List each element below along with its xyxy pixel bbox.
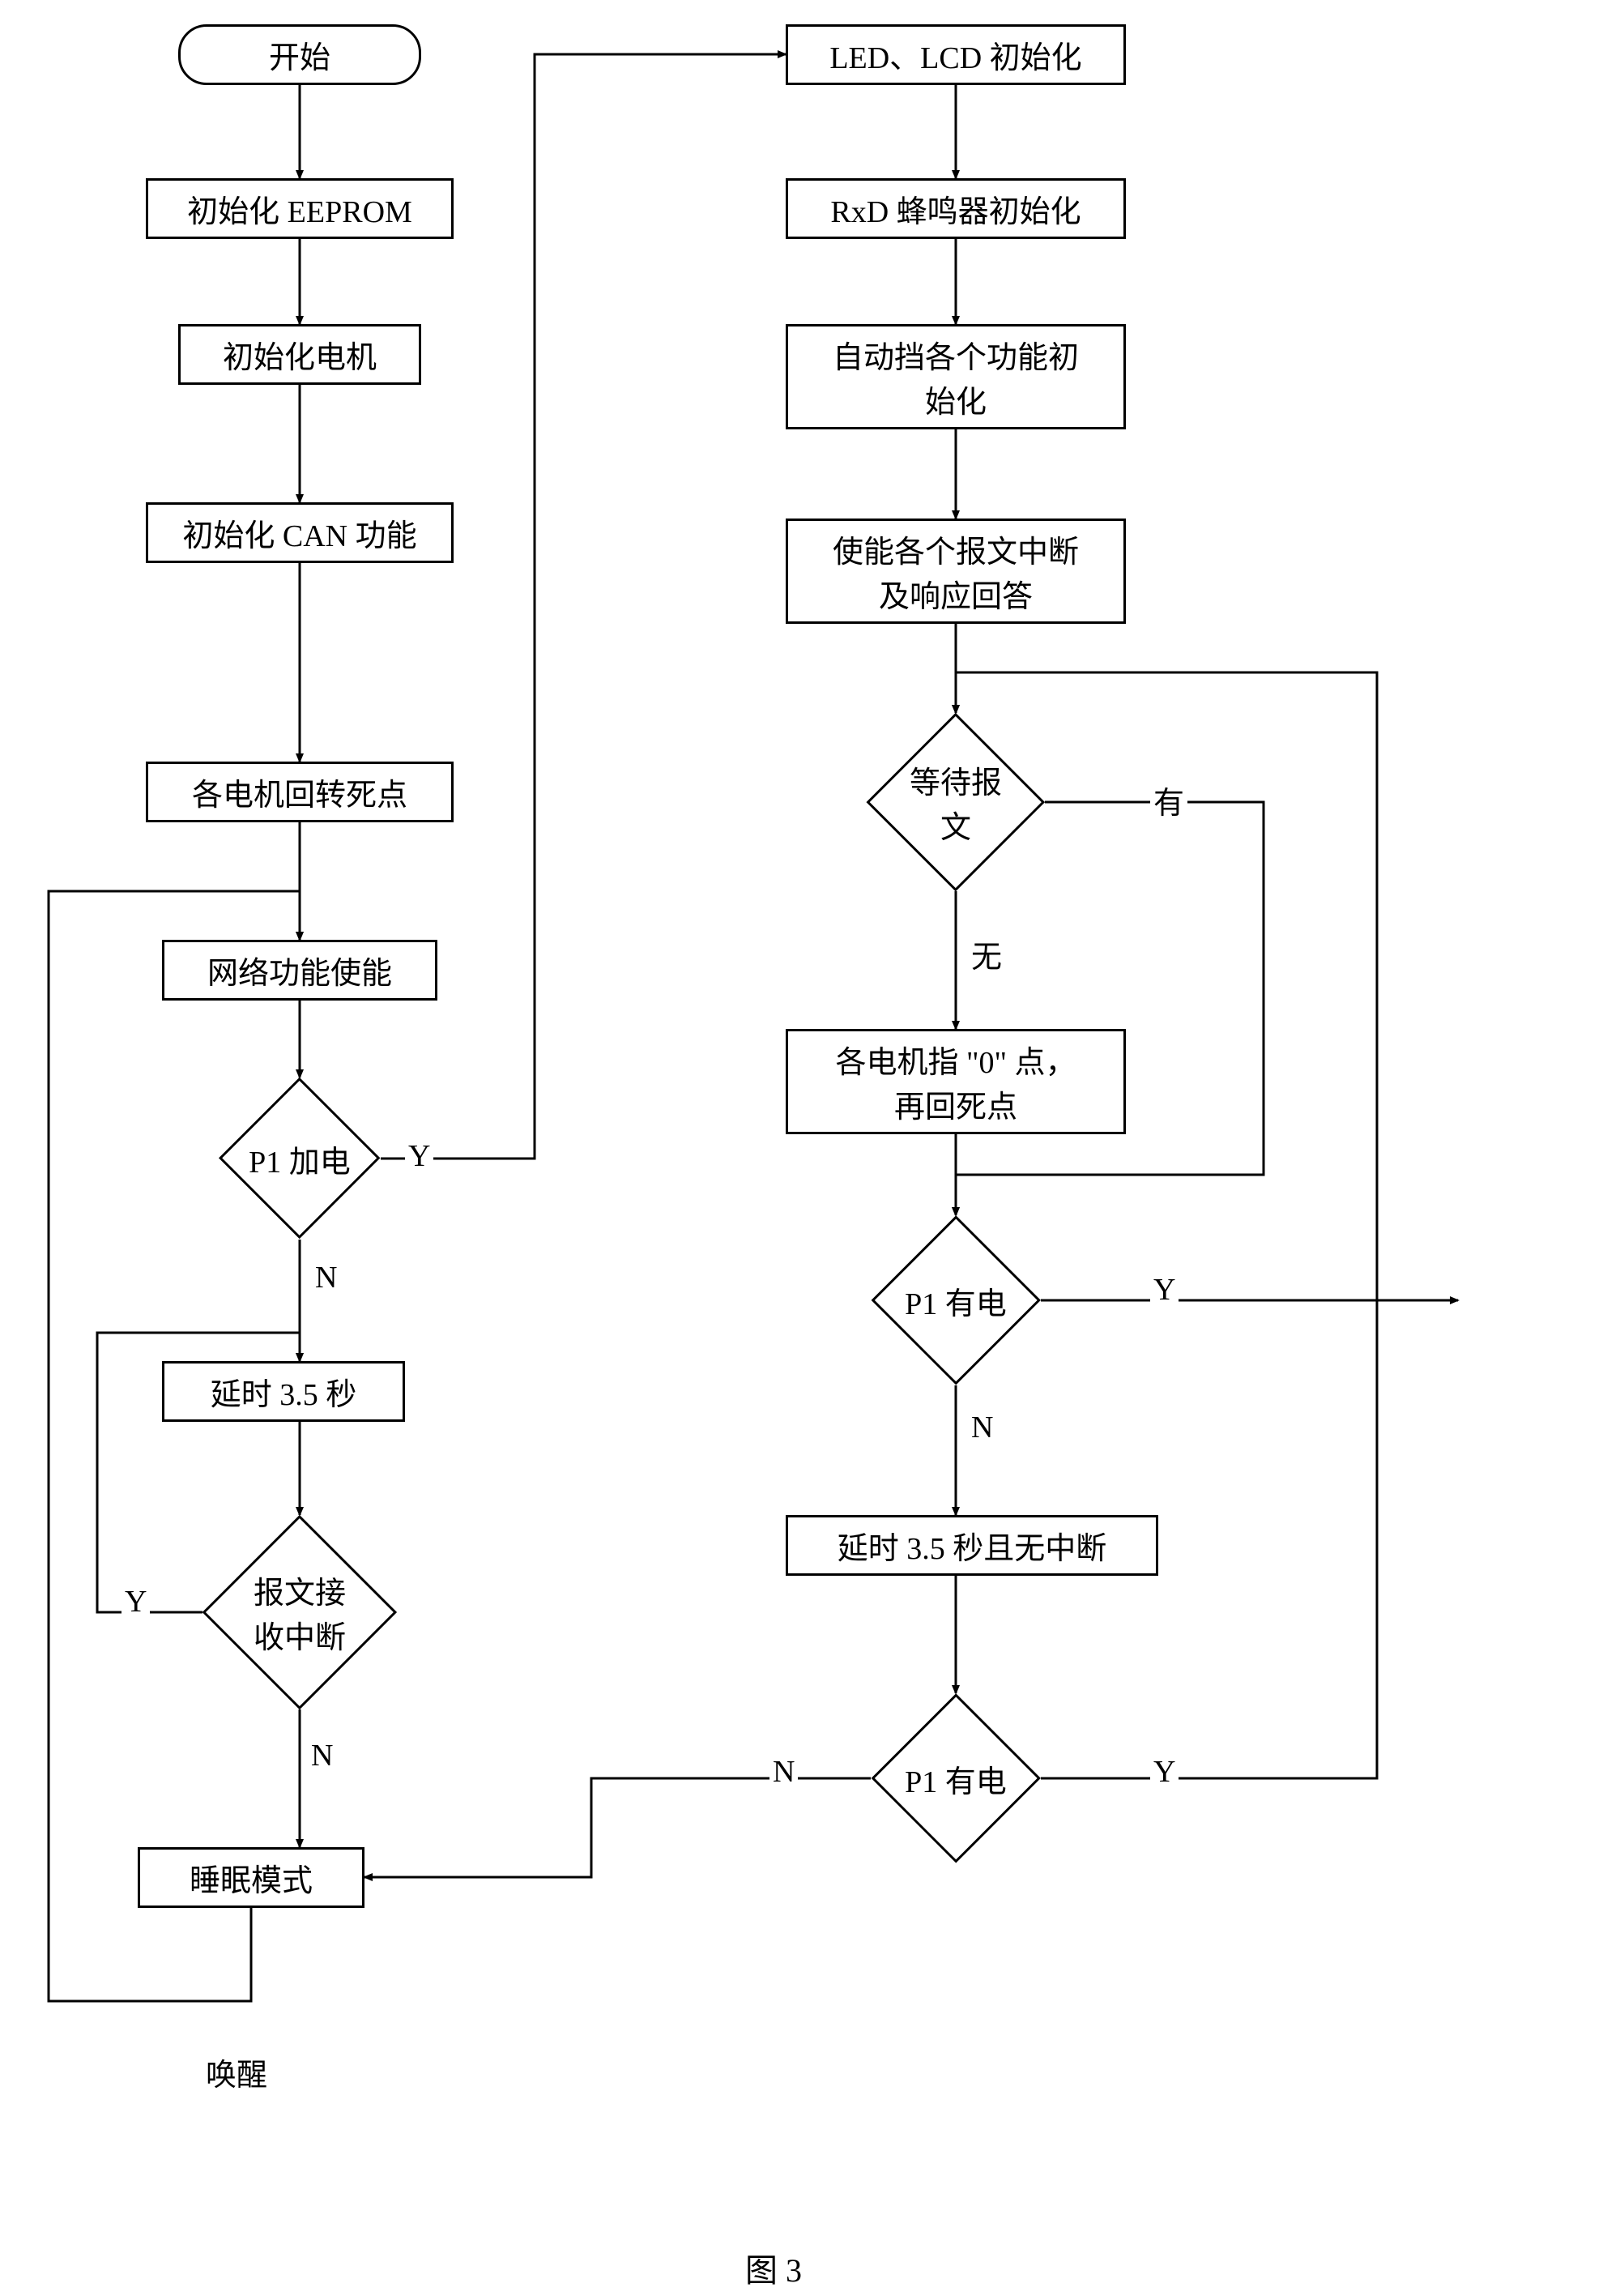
edge-label-wait_msg-p1_power2_r: 有 [1150, 778, 1187, 822]
edge-label-p1_power2-exit_right: Y [1150, 1272, 1179, 1308]
edge-label-p1_power2-delay2: N [968, 1410, 996, 1445]
edge-label-p1_power-led_lcd: Y [405, 1138, 433, 1174]
edge-label-msg_int-sleep: N [308, 1738, 336, 1773]
node-start: 开始 [178, 24, 421, 85]
node-p1_power: P1 加电 [219, 1078, 381, 1240]
node-msg_int: 报文接 收中断 [202, 1515, 397, 1709]
node-p1_power2: P1 有电 [871, 1215, 1041, 1385]
node-net_enable: 网络功能使能 [162, 940, 437, 1001]
edge-label-sleep-net_enable_loop: 唤醒 [202, 2050, 271, 2094]
edge-p1_power3-sleep [364, 1778, 871, 1877]
node-led_lcd: LED、LCD 初始化 [786, 24, 1126, 85]
edge-label-wait_msg-motor_zero: 无 [968, 932, 1005, 976]
node-motor_zero: 各电机指 "0" 点， 再回死点 [786, 1029, 1126, 1134]
node-motor_dead: 各电机回转死点 [146, 762, 454, 822]
node-init_can: 初始化 CAN 功能 [146, 502, 454, 563]
figure-caption: 图 3 [745, 2244, 802, 2291]
node-delay1: 延时 3.5 秒 [162, 1361, 405, 1422]
edge-sleep-net_enable_loop [49, 891, 300, 2001]
edge-label-msg_int-delay1_loop: Y [121, 1584, 150, 1620]
edge-label-p1_power-delay1: N [312, 1260, 340, 1295]
node-enable_int: 使能各个报文中断 及响应回答 [786, 519, 1126, 624]
node-sleep: 睡眠模式 [138, 1847, 364, 1908]
node-init_motor: 初始化电机 [178, 324, 421, 385]
node-delay2: 延时 3.5 秒且无中断 [786, 1515, 1158, 1576]
edge-label-p1_power3-sleep: N [769, 1754, 798, 1790]
node-init_eeprom: 初始化 EEPROM [146, 178, 454, 239]
edge-label-p1_power3-wait_loop: Y [1150, 1754, 1179, 1790]
node-rxd_buzzer: RxD 蜂鸣器初始化 [786, 178, 1126, 239]
node-p1_power3: P1 有电 [871, 1693, 1041, 1863]
node-wait_msg: 等待报 文 [867, 713, 1045, 891]
node-auto_init: 自动挡各个功能初 始化 [786, 324, 1126, 429]
